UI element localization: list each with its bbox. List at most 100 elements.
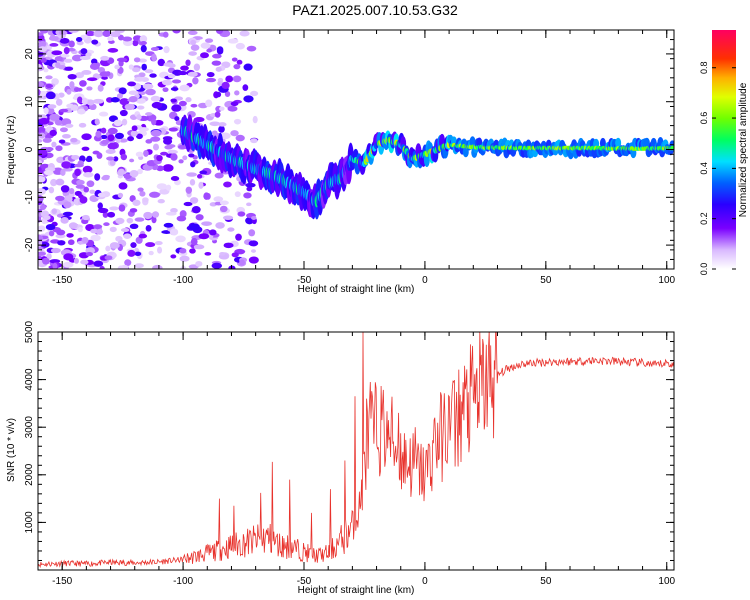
spectrogram-ridge-cell xyxy=(599,137,606,149)
spectrogram-cell xyxy=(179,255,190,262)
spectrogram-cell xyxy=(95,130,102,138)
spectrogram-cell xyxy=(156,183,168,190)
spectrogram-cell xyxy=(51,141,57,148)
spectrogram-cell xyxy=(118,204,126,212)
spectrogram-cell xyxy=(89,189,96,194)
spectrogram-cell xyxy=(38,225,46,232)
spectrogram-cell xyxy=(118,182,128,190)
spectrogram-cell xyxy=(234,90,240,96)
spectrogram-cell xyxy=(136,98,146,104)
spectrogram-cell xyxy=(183,201,193,207)
spectrogram-cell xyxy=(107,134,115,142)
spectrogram-cell xyxy=(94,118,100,125)
snr-xlabel: Height of straight line (km) xyxy=(298,585,415,596)
spectrogram-cell xyxy=(206,48,213,53)
spectrogram-cell xyxy=(169,228,179,236)
spectrogram-cell xyxy=(38,63,42,69)
spectrogram-cell xyxy=(105,245,111,252)
spectrogram-cell xyxy=(188,51,198,56)
spectrogram-cell xyxy=(190,161,196,168)
spectrogram-cell xyxy=(55,62,61,69)
spectrogram-cell xyxy=(137,168,143,175)
spectrogram-cell xyxy=(150,46,160,52)
spectrogram-cell xyxy=(168,127,178,132)
spectrogram-cell xyxy=(143,211,153,220)
spectrogram-cell xyxy=(191,206,201,214)
spectrogram-ytick-label: -10 xyxy=(24,190,35,205)
spectrogram-cell xyxy=(38,159,43,166)
spectrogram-cell xyxy=(149,73,157,78)
spectrogram-cell xyxy=(186,172,198,177)
spectrogram-cell xyxy=(113,156,119,162)
spectrogram-cell xyxy=(251,215,257,220)
spectrogram-cell xyxy=(136,114,142,121)
spectrogram-cell xyxy=(81,97,88,105)
spectrogram-cell xyxy=(193,63,201,71)
spectrogram-cell xyxy=(239,30,250,37)
colorbar-label: Normalized spectral amplitude xyxy=(738,82,749,217)
spectrogram-cell xyxy=(195,214,204,221)
spectrogram-cell xyxy=(148,191,160,198)
spectrogram-cell xyxy=(156,154,163,162)
spectrogram-xtick-label: -100 xyxy=(173,275,193,286)
spectrogram-cell xyxy=(151,216,157,224)
spectrogram-cell xyxy=(128,96,138,103)
spectrogram-cell xyxy=(75,72,85,79)
spectrogram-cell xyxy=(80,48,88,55)
spectrogram-cell xyxy=(138,233,148,239)
spectrogram-cell xyxy=(81,218,89,225)
spectrogram-cell xyxy=(66,88,72,95)
spectrogram-cell xyxy=(109,160,116,166)
spectrogram-ytick-label: 10 xyxy=(24,96,35,108)
spectrogram-cell xyxy=(167,149,178,155)
spectrogram-cell xyxy=(126,217,134,224)
spectrogram-cell xyxy=(140,44,147,53)
spectrogram-cell xyxy=(96,152,103,159)
spectrogram-cell xyxy=(231,57,238,62)
spectrogram-cell xyxy=(119,109,128,117)
spectrogram-cell xyxy=(81,146,90,151)
spectrogram-cell xyxy=(76,179,85,186)
spectrogram-cell xyxy=(97,192,106,198)
spectrogram-cell xyxy=(45,75,53,80)
spectrogram-cell xyxy=(128,90,139,96)
spectrogram-cell xyxy=(76,87,83,92)
spectrogram-cell xyxy=(85,252,93,257)
spectrogram-cell xyxy=(205,38,214,43)
spectrogram-cell xyxy=(187,71,198,77)
spectrogram-cell xyxy=(110,97,120,103)
spectrogram-cell xyxy=(170,153,178,161)
spectrogram-cell xyxy=(102,174,110,179)
spectrogram-cell xyxy=(170,87,179,91)
spectrogram-cell xyxy=(170,207,178,213)
spectrogram-cell xyxy=(52,262,58,269)
spectrogram-cell xyxy=(252,115,258,124)
spectrogram-cell xyxy=(40,204,47,211)
spectrogram-cell xyxy=(106,156,115,161)
spectrogram-cell xyxy=(39,30,49,34)
spectrogram-cell xyxy=(233,118,242,125)
spectrogram-cell xyxy=(175,235,186,243)
spectrogram-cell xyxy=(216,30,223,35)
spectrogram-xtick-label: 0 xyxy=(422,275,428,286)
spectrogram-cell xyxy=(114,132,125,140)
spectrogram-cell xyxy=(161,79,173,86)
spectrogram-cell xyxy=(93,30,104,38)
spectrogram-cell xyxy=(109,31,121,38)
spectrogram-cell xyxy=(132,39,139,47)
spectrogram-cell xyxy=(55,145,63,152)
spectrogram-cell xyxy=(96,228,103,235)
spectrogram-cell xyxy=(190,237,198,246)
spectrogram-cell xyxy=(250,138,258,144)
spectrogram-cell xyxy=(151,118,157,126)
spectrogram-cell xyxy=(63,58,73,63)
spectrogram-cell xyxy=(243,63,253,71)
spectrogram-ytick-label: 0 xyxy=(24,146,35,152)
spectrogram-cell xyxy=(136,133,143,140)
spectrogram-cell xyxy=(148,250,154,256)
spectrogram-cell xyxy=(144,69,154,74)
spectrogram-cell xyxy=(246,45,257,52)
spectrogram-cell xyxy=(48,230,55,237)
spectrogram-cell xyxy=(215,222,225,229)
